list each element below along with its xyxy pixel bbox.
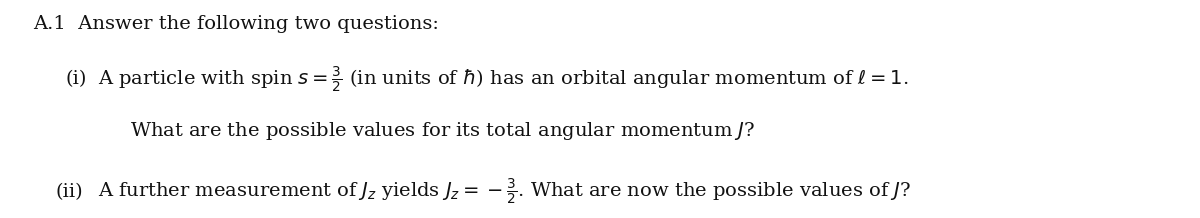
Text: A further measurement of $J_z$ yields $J_z = -\frac{3}{2}$. What are now the pos: A further measurement of $J_z$ yields $J… [98,177,911,207]
Text: (ii): (ii) [55,183,83,201]
Text: A particle with spin $s = \frac{3}{2}$ (in units of $\hbar$) has an orbital angu: A particle with spin $s = \frac{3}{2}$ (… [98,65,910,95]
Text: (i): (i) [65,71,86,89]
Text: What are the possible values for its total angular momentum $J$?: What are the possible values for its tot… [130,120,755,142]
Text: A.1  Answer the following two questions:: A.1 Answer the following two questions: [34,15,439,33]
